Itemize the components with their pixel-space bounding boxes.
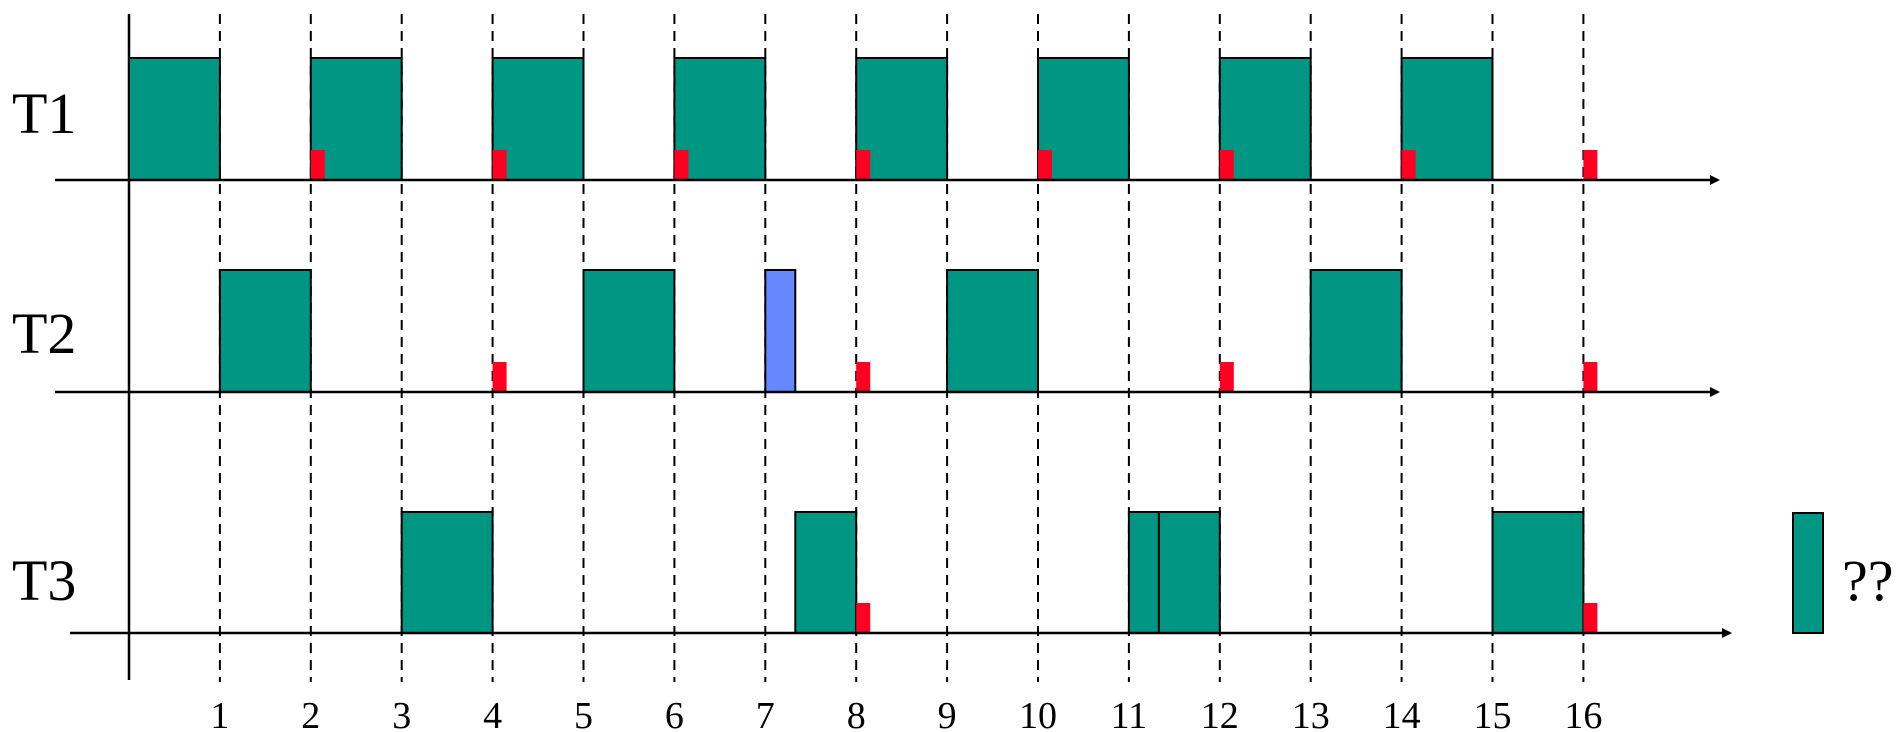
tick-label-14: 14 [1383,695,1421,732]
tick-label-12: 12 [1201,695,1239,732]
tick-label-3: 3 [392,695,411,732]
tick-label-8: 8 [847,695,866,732]
task-label-t1: T1 [12,81,76,146]
task-row-t3 [70,511,1732,638]
tick-label-7: 7 [756,695,775,732]
t1-job-0-1 [128,57,221,181]
task-label-t2: T2 [12,301,76,366]
t1-job-10-11 [1037,57,1130,181]
tick-label-1: 1 [210,695,229,732]
t1-deadline-marker-8 [856,150,871,180]
time-tick-labels: 1 2 3 4 5 6 7 8 9 10 11 12 13 14 15 16 [210,695,1602,732]
tick-label-15: 15 [1474,695,1512,732]
t1-job-2-3 [309,57,403,181]
t1-deadline-marker-12 [1219,150,1234,180]
t1-deadline-marker-10 [1038,150,1052,180]
t1-deadline-marker-6 [674,150,689,180]
task-row-t1 [55,57,1720,185]
tick-label-10: 10 [1019,695,1057,732]
t2-job-9-10 [946,269,1039,393]
legend: ?? [1792,512,1894,634]
t1-deadline-marker-2 [310,150,325,180]
task-rows [55,57,1732,638]
t3-job-11-11.33 [1127,511,1160,634]
t2-deadline-marker-12 [1219,362,1234,392]
t2-job-5-6 [582,269,676,393]
t2-deadline-marker-8 [856,362,871,392]
t2-deadline-marker-16 [1583,362,1598,392]
t1-deadline-marker-4 [492,150,507,180]
tick-label-13: 13 [1292,695,1330,732]
t2-job-13-14 [1309,269,1403,393]
t2-overrun-7-7.33 [764,269,797,393]
task-label-t3: T3 [12,548,76,613]
tick-label-5: 5 [574,695,593,732]
t2-deadline-marker-4 [492,362,507,392]
tick-label-2: 2 [301,695,320,732]
t3-deadline-marker-8 [856,603,871,633]
t3-job-3-4 [400,511,494,634]
tick-label-9: 9 [938,695,957,732]
tick-label-4: 4 [483,695,502,732]
t1-deadline-marker-16 [1583,150,1598,180]
t3-deadline-marker-16 [1583,603,1598,633]
legend-text: ?? [1842,548,1894,613]
t3-job-11.33-12 [1157,511,1221,634]
t2-job-1-2 [218,269,312,393]
t1-job-4-5 [491,57,585,181]
t3-job-15-16 [1491,511,1585,634]
legend-job-block-icon [1792,512,1824,634]
t1-deadline-marker-14 [1401,150,1416,180]
t3-job-7.33-8 [794,511,858,634]
task-row-t2 [55,269,1720,397]
t1-job-12-13 [1218,57,1312,181]
t1-job-8-9 [855,57,949,181]
tick-label-11: 11 [1111,695,1148,732]
tick-label-16: 16 [1564,695,1602,732]
tick-label-6: 6 [665,695,684,732]
t1-job-6-7 [673,57,767,181]
